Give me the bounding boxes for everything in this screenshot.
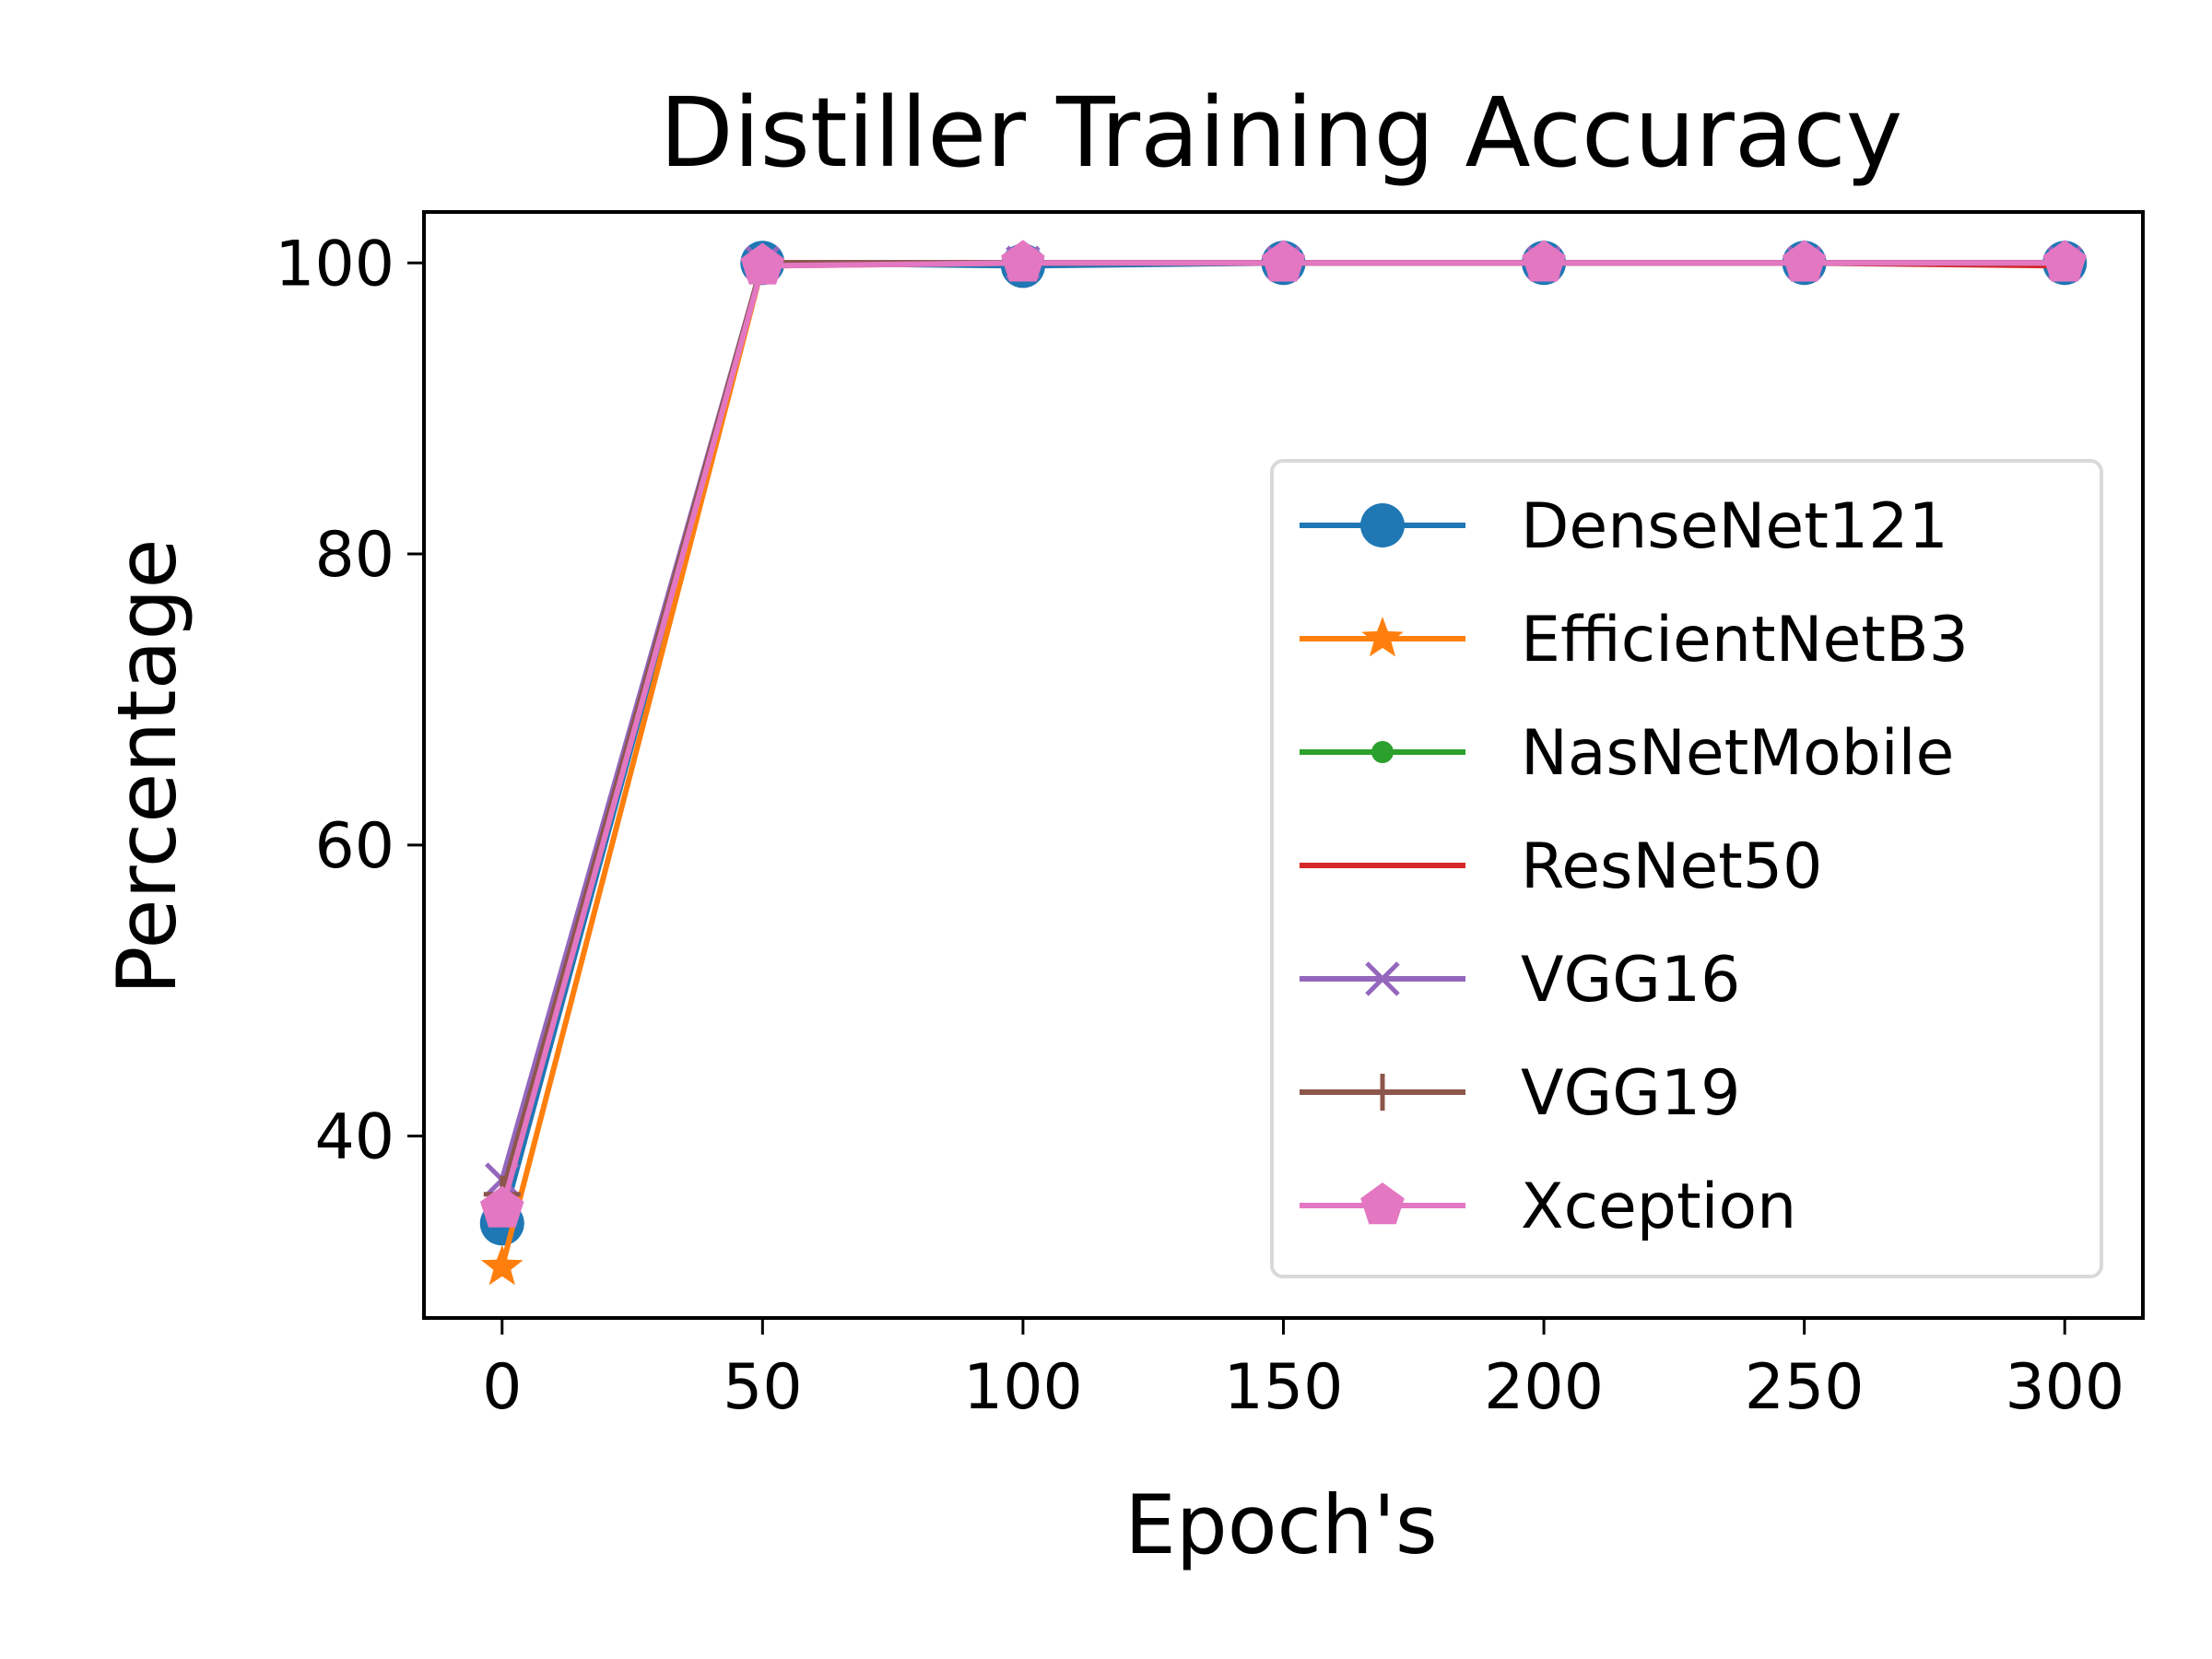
x-tick-label-100: 100 [963,1351,1083,1424]
x-tick-label-50: 50 [723,1351,803,1424]
legend-entry-densenet121: DenseNet121 [1300,490,1948,563]
series-xception [480,240,2087,1228]
plot-area [422,210,2145,1320]
legend-entry-resnet50: ResNet50 [1300,830,1822,903]
legend: DenseNet121 EfficientNetB3 NasNetMobile Res… [1270,459,2103,1278]
legend-entry-xception: Xception [1300,1171,1796,1243]
legend-label: Xception [1521,1171,1796,1243]
chart-title: Distiller Training Accuracy [660,76,1903,189]
y-tick-label-100: 100 [275,228,394,300]
data-point-xception-2 [1001,240,1045,282]
legend-marker [1364,1074,1401,1111]
legend-entry-vgg16: VGG16 [1300,944,1740,1017]
y-axis-label: Percentage [100,538,194,994]
y-tick-label-60: 60 [314,810,394,883]
legend-label: EfficientNetB3 [1521,604,1969,677]
y-tick-label-80: 80 [314,519,394,592]
data-point-xception-1 [740,242,785,285]
y-tick-label-40: 40 [314,1101,394,1174]
legend-label: NasNetMobile [1521,717,1954,790]
data-point-xception-4 [1522,240,1566,282]
data-point-xception-0 [480,1185,524,1228]
legend-marker [1361,617,1404,657]
series-group [479,240,2088,1286]
legend-marker [1360,503,1405,547]
x-tick-label-200: 200 [1484,1351,1604,1424]
data-point-xception-6 [2042,240,2087,282]
legend-entry-vgg19: VGG19 [1300,1057,1740,1130]
legend-label: VGG19 [1521,1057,1740,1130]
x-tick-label-150: 150 [1224,1351,1344,1424]
data-point-xception-5 [1782,240,1827,282]
x-tick-label-300: 300 [2005,1351,2124,1424]
legend-entry-efficientnetb3: EfficientNetB3 [1300,604,1969,677]
legend-marker [1365,961,1400,996]
data-point-xception-3 [1261,240,1306,282]
legend-label: VGG16 [1521,944,1740,1017]
legend-label: ResNet50 [1521,830,1822,903]
x-axis-label: Epoch's [1124,1477,1438,1572]
x-tick-label-0: 0 [482,1351,522,1424]
legend-marker [1360,1182,1405,1225]
axis-ticks: 0 50 100 150 200 250 300 40 60 80 100 [275,228,2124,1424]
legend-marker [1371,741,1394,763]
data-point-efficientnetb3-0 [480,1244,524,1286]
x-tick-label-250: 250 [1745,1351,1865,1424]
legend-label: DenseNet121 [1521,490,1948,563]
legend-entry-nasnetmobile: NasNetMobile [1300,717,1954,790]
legend-box [1270,459,2103,1278]
